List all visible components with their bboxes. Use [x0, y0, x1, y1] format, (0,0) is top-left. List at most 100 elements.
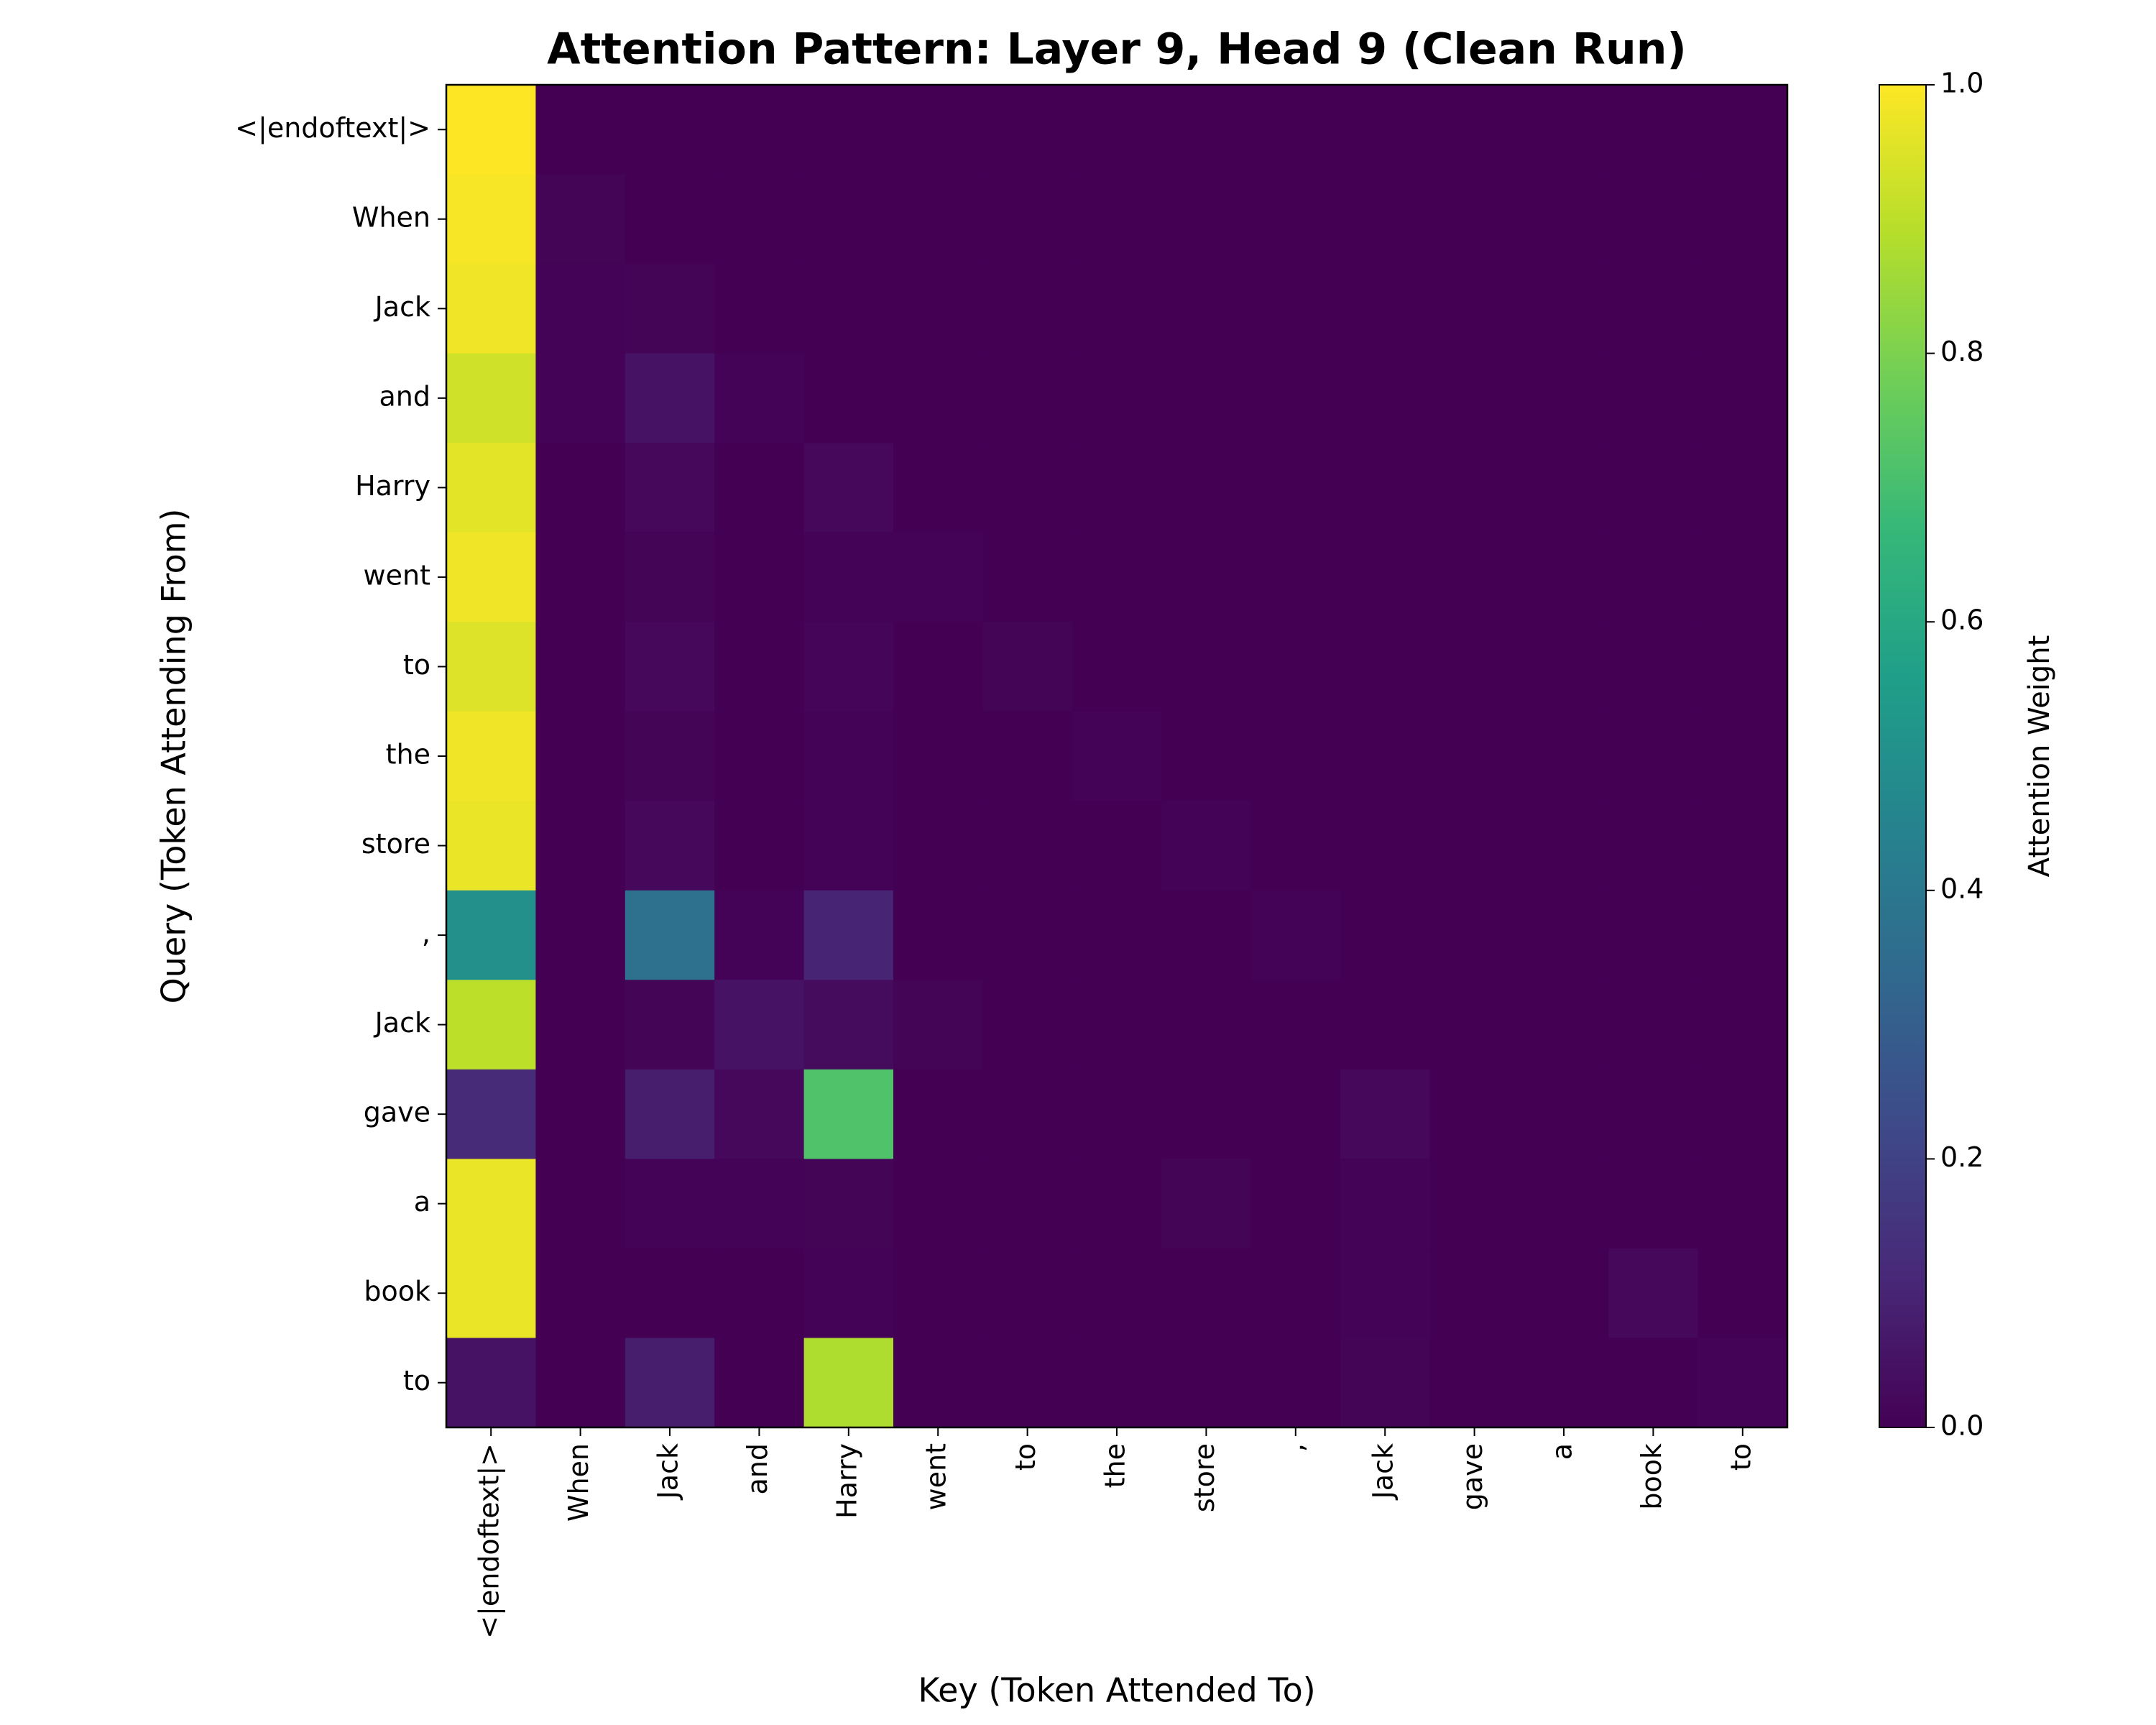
heatmap-cell [803, 1338, 894, 1428]
heatmap-cell [1608, 532, 1699, 622]
heatmap-cell [1250, 622, 1341, 712]
x-tick-label: Harry [831, 1443, 862, 1519]
heatmap-cell [803, 711, 894, 801]
heatmap-cell [982, 353, 1073, 443]
heatmap-cell [535, 1338, 626, 1428]
heatmap-cell [1340, 890, 1430, 980]
x-tick-label: Jack [1368, 1443, 1399, 1500]
heatmap-cell [1161, 174, 1252, 264]
heatmap-cell [714, 532, 805, 622]
heatmap-cell [1519, 890, 1609, 980]
heatmap-cell [1429, 532, 1520, 622]
heatmap-cell [446, 1338, 536, 1428]
heatmap-cell [1072, 443, 1162, 533]
heatmap-cell [446, 264, 536, 354]
heatmap-cell [893, 711, 983, 801]
heatmap-cell [803, 622, 894, 712]
heatmap-cell [1697, 174, 1788, 264]
x-tick-label: a [1547, 1443, 1578, 1460]
colorbar-tick-label: 0.4 [1940, 873, 1984, 904]
heatmap-cell [1608, 1159, 1699, 1249]
heatmap-cell [446, 711, 536, 801]
heatmap-cell [803, 353, 894, 443]
heatmap-cell [982, 801, 1073, 891]
heatmap-cell [982, 443, 1073, 533]
heatmap-cell [625, 711, 715, 801]
heatmap-cell [1340, 1069, 1430, 1159]
heatmap-cell [1429, 801, 1520, 891]
heatmap-cell [535, 85, 626, 175]
colorbar-tick-label: 0.0 [1940, 1410, 1984, 1442]
heatmap-cell [1250, 264, 1341, 354]
x-tick-label: the [1100, 1443, 1131, 1488]
heatmap-cell [803, 1248, 894, 1339]
y-tick-label: , [422, 918, 430, 949]
heatmap-cell [1250, 711, 1341, 801]
colorbar-tick-label: 0.6 [1940, 604, 1984, 636]
heatmap-cell [625, 264, 715, 354]
heatmap-cell [535, 711, 626, 801]
heatmap-cell [982, 1338, 1073, 1428]
heatmap-cell [893, 1069, 983, 1159]
y-tick-label: Jack [374, 291, 430, 323]
heatmap-cell [714, 801, 805, 891]
colorbar-tick-label: 0.2 [1940, 1141, 1984, 1173]
heatmap-cell [1250, 1338, 1341, 1428]
heatmap-cell [1608, 85, 1699, 175]
heatmap-cell [803, 801, 894, 891]
heatmap-cell [1250, 801, 1341, 891]
heatmap-cell [1161, 1159, 1252, 1249]
heatmap-cell [446, 174, 536, 264]
heatmap-cell [625, 622, 715, 712]
heatmap-cell [714, 264, 805, 354]
heatmap-cell [1072, 1248, 1162, 1339]
heatmap-cell [714, 622, 805, 712]
heatmap-cell [446, 890, 536, 980]
heatmap-cell [893, 532, 983, 622]
heatmap-cell [1161, 1069, 1252, 1159]
heatmap-cell [1429, 174, 1520, 264]
heatmap-cell [982, 532, 1073, 622]
y-tick-label: Harry [355, 470, 430, 502]
heatmap-cell [625, 1159, 715, 1249]
heatmap-cell [982, 890, 1073, 980]
heatmap-cell [714, 1069, 805, 1159]
heatmap-cell [893, 622, 983, 712]
heatmap-cell [1161, 890, 1252, 980]
y-tick-label: gave [364, 1097, 430, 1128]
heatmap-cell [1072, 1159, 1162, 1249]
heatmap-cell [1697, 711, 1788, 801]
heatmap-cell [1161, 353, 1252, 443]
heatmap-cell [535, 532, 626, 622]
heatmap-cell [625, 353, 715, 443]
heatmap-cell [625, 1248, 715, 1339]
heatmap-cell [982, 622, 1073, 712]
heatmap-cell [1072, 622, 1162, 712]
heatmap-cell [1519, 1248, 1609, 1339]
heatmap-cell [1608, 890, 1699, 980]
y-tick-label: store [361, 828, 430, 860]
heatmap-cell [446, 1159, 536, 1249]
heatmap-cell [803, 85, 894, 175]
heatmap-cell [714, 890, 805, 980]
heatmap-cell [1072, 532, 1162, 622]
heatmap-cell [1519, 1338, 1609, 1428]
heatmap-cell [1250, 1159, 1341, 1249]
heatmap-cell [1429, 890, 1520, 980]
heatmap-cell [1340, 174, 1430, 264]
heatmap-cell [982, 980, 1073, 1070]
heatmap-cell [1697, 801, 1788, 891]
heatmap-cell [1697, 1069, 1788, 1159]
heatmap-cell [1429, 85, 1520, 175]
heatmap-cell [535, 174, 626, 264]
heatmap-cell [1429, 1248, 1520, 1339]
heatmap-cell [625, 890, 715, 980]
heatmap-cell [803, 890, 894, 980]
heatmap-cell [625, 1338, 715, 1428]
chart-title: Attention Pattern: Layer 9, Head 9 (Clea… [547, 24, 1687, 75]
y-tick-label: the [386, 739, 430, 770]
heatmap-cell [1519, 353, 1609, 443]
heatmap-cell [1697, 532, 1788, 622]
heatmap-cell [1519, 801, 1609, 891]
heatmap-cell [625, 1069, 715, 1159]
